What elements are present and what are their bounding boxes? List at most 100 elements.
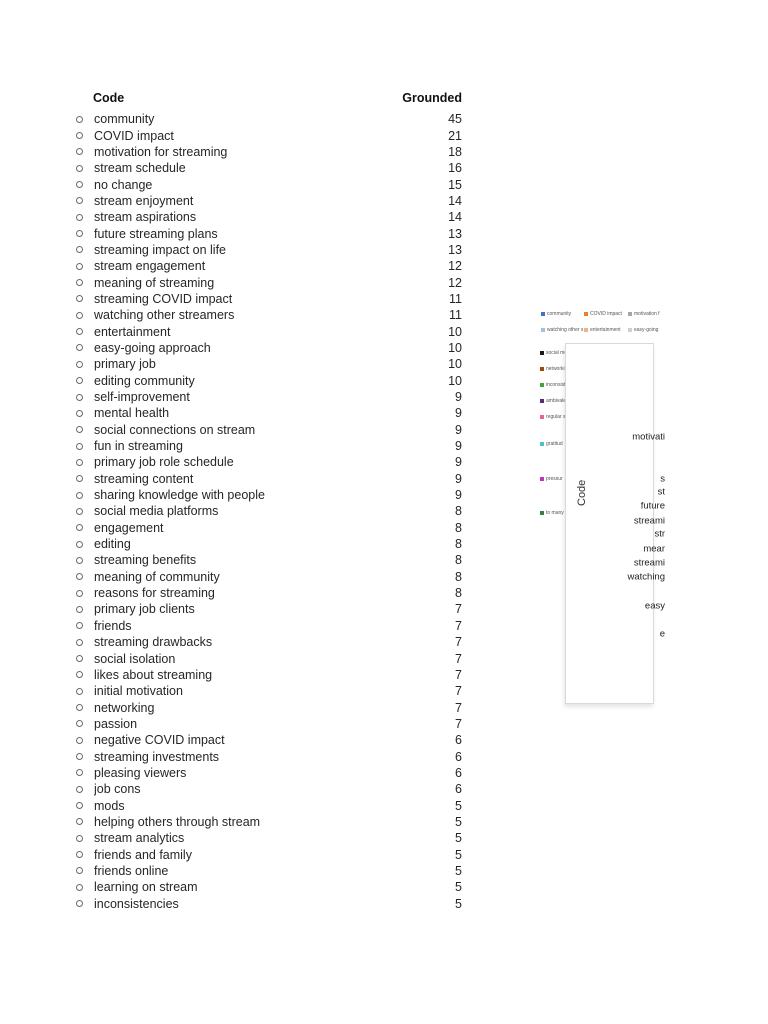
table-row: future streaming plans 13 [76, 225, 462, 241]
table-row: editing 8 [76, 536, 462, 552]
table-row: easy-going approach 10 [76, 340, 462, 356]
bullet-icon [76, 409, 83, 417]
table-row: community 45 [76, 111, 462, 127]
legend-label: ambivale [546, 398, 565, 404]
table-header-row: Code Grounded [76, 91, 462, 111]
chart-plot-panel [565, 343, 654, 704]
grounded-count: 7 [455, 667, 462, 682]
legend-item: pressur [540, 475, 565, 483]
code-label: pleasing viewers [94, 765, 187, 780]
grounded-count: 10 [448, 373, 462, 388]
bullet-icon [76, 328, 83, 336]
table-row: stream aspirations 14 [76, 209, 462, 225]
grounded-count: 10 [448, 324, 462, 339]
grounded-count: 8 [455, 569, 462, 584]
category-label: e [659, 628, 665, 640]
table-row: inconsistencies 5 [76, 896, 462, 912]
table-row: meaning of community 8 [76, 569, 462, 585]
legend-item: networki [540, 365, 565, 373]
category-label: watching [627, 571, 666, 583]
grounded-count: 5 [455, 814, 462, 829]
grounded-count: 21 [448, 128, 462, 143]
grounded-count: 9 [455, 390, 462, 405]
table-row: streaming benefits 8 [76, 552, 462, 568]
legend-label: easy-going [634, 327, 659, 333]
table-row: meaning of streaming 12 [76, 274, 462, 290]
table-row: fun in streaming 9 [76, 438, 462, 454]
code-label: engagement [94, 520, 164, 535]
bullet-icon [76, 197, 83, 205]
grounded-count: 18 [448, 144, 462, 159]
bullet-icon [76, 115, 83, 123]
bullet-icon [76, 687, 83, 695]
bullet-icon [76, 540, 83, 548]
codes-table: Code Grounded community 45 COVID impact 21 m… [76, 91, 462, 912]
grounded-count: 5 [455, 880, 462, 895]
bullet-icon [76, 164, 83, 172]
grounded-count: 6 [455, 765, 462, 780]
table-row: pleasing viewers 6 [76, 765, 462, 781]
grounded-count: 12 [448, 275, 462, 290]
bullet-icon [76, 736, 83, 744]
table-row: no change 15 [76, 176, 462, 192]
table-row: stream analytics 5 [76, 830, 462, 846]
table-row: streaming content 9 [76, 471, 462, 487]
grounded-count: 7 [455, 618, 462, 633]
code-label: stream aspirations [94, 210, 197, 225]
code-label: inconsistencies [94, 896, 179, 911]
table-row: stream schedule 16 [76, 160, 462, 176]
table-row: initial motivation 7 [76, 683, 462, 699]
bullet-icon [76, 213, 83, 221]
category-label: easy [644, 600, 665, 612]
bullet-icon [76, 605, 83, 613]
grounded-count: 10 [448, 340, 462, 355]
table-row: mental health 9 [76, 405, 462, 421]
category-label: streami [633, 515, 665, 527]
grounded-count: 8 [455, 520, 462, 535]
legend-label: regular s [546, 414, 565, 420]
bullet-icon [76, 377, 83, 385]
grounded-count: 7 [455, 651, 462, 666]
code-label: streaming drawbacks [94, 635, 213, 650]
code-label: streaming benefits [94, 553, 197, 568]
code-label: friends [94, 618, 132, 633]
table-row: stream engagement 12 [76, 258, 462, 274]
table-row: primary job 10 [76, 356, 462, 372]
grounded-count: 8 [455, 553, 462, 568]
bullet-icon [76, 295, 83, 303]
code-label: future streaming plans [94, 226, 218, 241]
grounded-count: 8 [455, 586, 462, 601]
bullet-icon [76, 344, 83, 352]
legend-item: COVID impact [584, 310, 626, 318]
table-row: mods 5 [76, 797, 462, 813]
code-label: fun in streaming [94, 439, 183, 454]
code-label: social media platforms [94, 504, 219, 519]
legend-label: pressur [546, 476, 563, 482]
grounded-count: 14 [448, 210, 462, 225]
grounded-count: 7 [455, 700, 462, 715]
legend-swatch [540, 351, 544, 355]
grounded-count: 5 [455, 863, 462, 878]
grounded-count: 9 [455, 488, 462, 503]
code-label: entertainment [94, 324, 171, 339]
category-label: str [654, 528, 665, 540]
code-label: helping others through stream [94, 814, 261, 829]
grounded-count: 45 [448, 112, 462, 127]
grounded-count: 8 [455, 537, 462, 552]
legend-swatch [540, 477, 544, 481]
table-row: networking 7 [76, 699, 462, 715]
legend-item: watching other streamers [541, 326, 583, 334]
code-label: friends online [94, 863, 169, 878]
code-label: no change [94, 177, 153, 192]
code-label: streaming impact on life [94, 242, 227, 257]
code-label: motivation for streaming [94, 144, 228, 159]
table-row: motivation for streaming 18 [76, 144, 462, 160]
table-row: likes about streaming 7 [76, 667, 462, 683]
legend-item: entertainment [584, 326, 626, 334]
bullet-icon [76, 589, 83, 597]
grounded-count: 16 [448, 161, 462, 176]
bullet-icon [76, 573, 83, 581]
grounded-count: 7 [455, 602, 462, 617]
bullet-icon [76, 883, 83, 891]
